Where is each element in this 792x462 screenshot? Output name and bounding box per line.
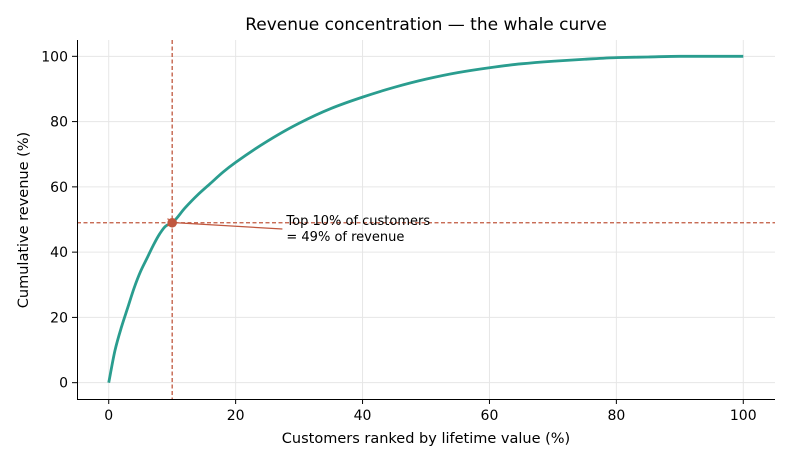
y-tick-label: 20 bbox=[50, 310, 68, 326]
x-tick-label: 0 bbox=[104, 408, 113, 424]
y-tick-label: 100 bbox=[41, 49, 68, 65]
chart-title: Revenue concentration — the whale curve bbox=[245, 15, 607, 35]
x-tick-label: 40 bbox=[354, 408, 372, 424]
annotation-arrow bbox=[176, 222, 283, 230]
y-axis-title: Cumulative revenue (%) bbox=[16, 132, 32, 308]
series-line bbox=[107, 54, 744, 383]
x-tick-label: 60 bbox=[481, 408, 499, 424]
x-tick-label: 20 bbox=[227, 408, 245, 424]
y-tick-label: 60 bbox=[50, 180, 68, 196]
grid bbox=[77, 40, 775, 399]
annotation-arrowhead bbox=[166, 218, 178, 227]
annotation: Top 10% of customers = 49% of revenue bbox=[166, 214, 430, 245]
y-tick-label: 40 bbox=[50, 245, 68, 261]
x-tick-label: 100 bbox=[730, 408, 757, 424]
y-tick-label: 80 bbox=[50, 115, 68, 131]
ticks: 0 20 40 60 80 100 0 20 40 60 80 100 bbox=[41, 49, 756, 424]
y-tick-label: 0 bbox=[59, 376, 68, 392]
x-axis-title: Customers ranked by lifetime value (%) bbox=[282, 431, 570, 447]
annotation-line-1: Top 10% of customers bbox=[285, 214, 430, 229]
axes bbox=[77, 40, 775, 400]
annotation-line-2: = 49% of revenue bbox=[286, 230, 404, 245]
x-tick-label: 80 bbox=[607, 408, 625, 424]
